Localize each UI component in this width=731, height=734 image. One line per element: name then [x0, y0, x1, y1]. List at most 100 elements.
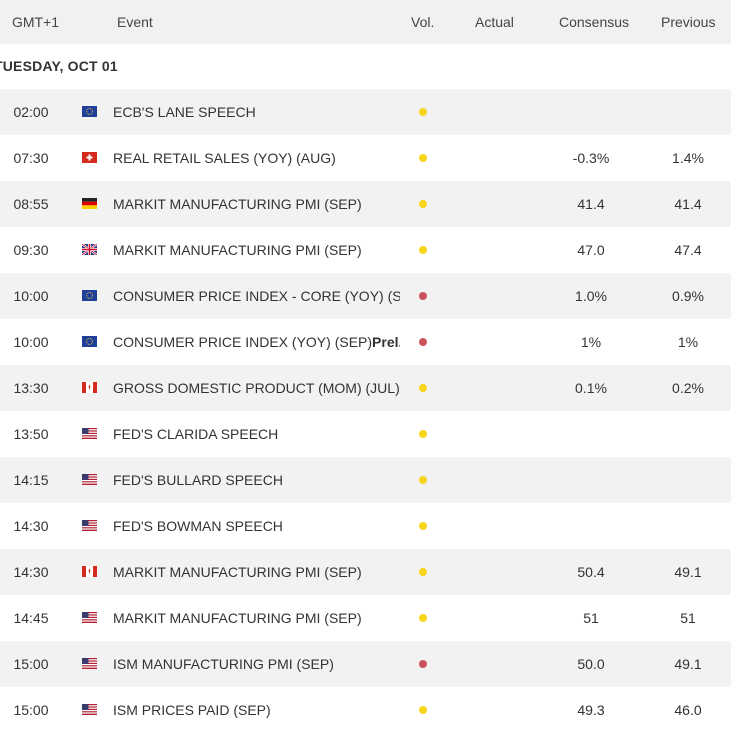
event-time: 13:30	[13, 380, 49, 396]
event-time: 09:30	[13, 242, 49, 258]
previous-value: 46.0	[674, 702, 702, 718]
event-time: 02:00	[13, 104, 49, 120]
event-row[interactable]: 07:30 REAL RETAIL SALES (YOY) (AUG) -0.3…	[0, 135, 731, 181]
eu-flag	[82, 106, 97, 117]
volatility-dot-high	[419, 660, 427, 668]
consensus-value: 41.4	[577, 196, 605, 212]
event-name: ISM PRICES PAID (SEP)	[113, 702, 271, 718]
event-title[interactable]: FED'S BULLARD SPEECH	[113, 457, 283, 503]
volatility-dot-low	[419, 154, 427, 162]
event-title[interactable]: ISM PRICES PAID (SEP)	[113, 687, 271, 733]
us-flag	[82, 474, 97, 485]
event-row[interactable]: 08:55 MARKIT MANUFACTURING PMI (SEP) 41.…	[0, 181, 731, 227]
timezone-header[interactable]: GMT+1	[12, 14, 60, 30]
consensus-value: 0.1%	[575, 380, 607, 396]
volatility-dot-low	[419, 200, 427, 208]
event-time: 15:00	[13, 702, 49, 718]
volatility-dot-low	[419, 614, 427, 622]
event-name: MARKIT MANUFACTURING PMI (SEP)	[113, 196, 362, 212]
event-header: Event	[117, 14, 153, 30]
volatility-dot-low	[419, 384, 427, 392]
event-title[interactable]: GROSS DOMESTIC PRODUCT (MOM) (JUL)	[113, 365, 400, 411]
event-name: FED'S BULLARD SPEECH	[113, 472, 283, 488]
event-time: 15:00	[13, 656, 49, 672]
event-title[interactable]: MARKIT MANUFACTURING PMI (SEP)	[113, 595, 362, 641]
event-row[interactable]: 10:00 CONSUMER PRICE INDEX - CORE (YOY) …	[0, 273, 731, 319]
volatility-dot-high	[419, 338, 427, 346]
consensus-header: Consensus	[559, 14, 630, 30]
consensus-value: 50.4	[577, 564, 605, 580]
event-time: 14:30	[13, 518, 49, 534]
event-time: 08:55	[13, 196, 49, 212]
event-name: FED'S BOWMAN SPEECH	[113, 518, 283, 534]
event-time: 14:15	[13, 472, 49, 488]
event-name: MARKIT MANUFACTURING PMI (SEP)	[113, 610, 362, 626]
event-name: FED'S CLARIDA SPEECH	[113, 426, 279, 442]
volatility-dot-high	[419, 292, 427, 300]
event-time: 14:45	[13, 610, 49, 626]
event-row[interactable]: 15:00 ISM MANUFACTURING PMI (SEP) 50.0 4…	[0, 641, 731, 687]
event-row[interactable]: 02:00 ECB'S LANE SPEECH	[0, 89, 731, 135]
event-name: MARKIT MANUFACTURING PMI (SEP)	[113, 242, 362, 258]
consensus-value: 47.0	[577, 242, 605, 258]
us-flag	[82, 520, 97, 531]
volatility-dot-low	[419, 706, 427, 714]
event-title[interactable]: CONSUMER PRICE INDEX - CORE (YOY) (S...	[113, 273, 400, 319]
event-title[interactable]: CONSUMER PRICE INDEX (YOY) (SEP)Prel...	[113, 319, 400, 365]
us-flag	[82, 428, 97, 439]
ch-flag	[82, 152, 97, 163]
consensus-value: 1.0%	[575, 288, 607, 304]
date-label: TUESDAY, OCT 01	[0, 58, 118, 74]
de-flag	[82, 198, 97, 209]
volatility-dot-low	[419, 568, 427, 576]
volatility-header: Vol.	[411, 14, 435, 30]
volatility-dot-low	[419, 430, 427, 438]
consensus-value: 51	[583, 610, 599, 626]
event-suffix: Prel...	[372, 334, 400, 350]
event-name: ISM MANUFACTURING PMI (SEP)	[113, 656, 334, 672]
event-title[interactable]: REAL RETAIL SALES (YOY) (AUG)	[113, 135, 336, 181]
us-flag	[82, 612, 97, 623]
us-flag	[82, 704, 97, 715]
ca-flag	[82, 382, 97, 393]
event-title[interactable]: MARKIT MANUFACTURING PMI (SEP)	[113, 549, 362, 595]
event-row[interactable]: 15:00 ISM PRICES PAID (SEP) 49.3 46.0	[0, 687, 731, 733]
previous-value: 51	[680, 610, 696, 626]
previous-value: 1%	[677, 334, 699, 350]
gb-flag	[82, 244, 97, 255]
event-row[interactable]: 13:50 FED'S CLARIDA SPEECH	[0, 411, 731, 457]
event-name: CONSUMER PRICE INDEX - CORE (YOY) (S...	[113, 288, 400, 304]
event-time: 10:00	[13, 288, 49, 304]
volatility-dot-low	[419, 522, 427, 530]
event-title[interactable]: FED'S BOWMAN SPEECH	[113, 503, 283, 549]
event-title[interactable]: MARKIT MANUFACTURING PMI (SEP)	[113, 227, 362, 273]
event-title[interactable]: ECB'S LANE SPEECH	[113, 89, 256, 135]
previous-value: 49.1	[674, 564, 702, 580]
event-title[interactable]: MARKIT MANUFACTURING PMI (SEP)	[113, 181, 362, 227]
event-row[interactable]: 13:30 GROSS DOMESTIC PRODUCT (MOM) (JUL)…	[0, 365, 731, 411]
event-row[interactable]: 14:15 FED'S BULLARD SPEECH	[0, 457, 731, 503]
event-name: ECB'S LANE SPEECH	[113, 104, 256, 120]
event-row[interactable]: 10:00 CONSUMER PRICE INDEX (YOY) (SEP)Pr…	[0, 319, 731, 365]
event-title[interactable]: ISM MANUFACTURING PMI (SEP)	[113, 641, 334, 687]
event-title[interactable]: FED'S CLARIDA SPEECH	[113, 411, 278, 457]
event-time: 07:30	[13, 150, 49, 166]
date-row: TUESDAY, OCT 01	[0, 44, 731, 89]
consensus-value: 49.3	[577, 702, 605, 718]
event-name: GROSS DOMESTIC PRODUCT (MOM) (JUL)	[113, 380, 400, 396]
event-row[interactable]: 09:30 MARKIT MANUFACTURING PMI (SEP) 47.…	[0, 227, 731, 273]
previous-value: 49.1	[674, 656, 702, 672]
eu-flag	[82, 336, 97, 347]
volatility-dot-low	[419, 476, 427, 484]
consensus-value: 1%	[580, 334, 602, 350]
actual-header: Actual	[475, 14, 514, 30]
event-name: MARKIT MANUFACTURING PMI (SEP)	[113, 564, 362, 580]
event-name: CONSUMER PRICE INDEX (YOY) (SEP)	[113, 334, 373, 350]
event-row[interactable]: 14:30 MARKIT MANUFACTURING PMI (SEP) 50.…	[0, 549, 731, 595]
event-row[interactable]: 14:45 MARKIT MANUFACTURING PMI (SEP) 51 …	[0, 595, 731, 641]
event-row[interactable]: 14:30 FED'S BOWMAN SPEECH	[0, 503, 731, 549]
event-time: 14:30	[13, 564, 49, 580]
eu-flag	[82, 290, 97, 301]
us-flag	[82, 658, 97, 669]
previous-value: 1.4%	[672, 150, 704, 166]
